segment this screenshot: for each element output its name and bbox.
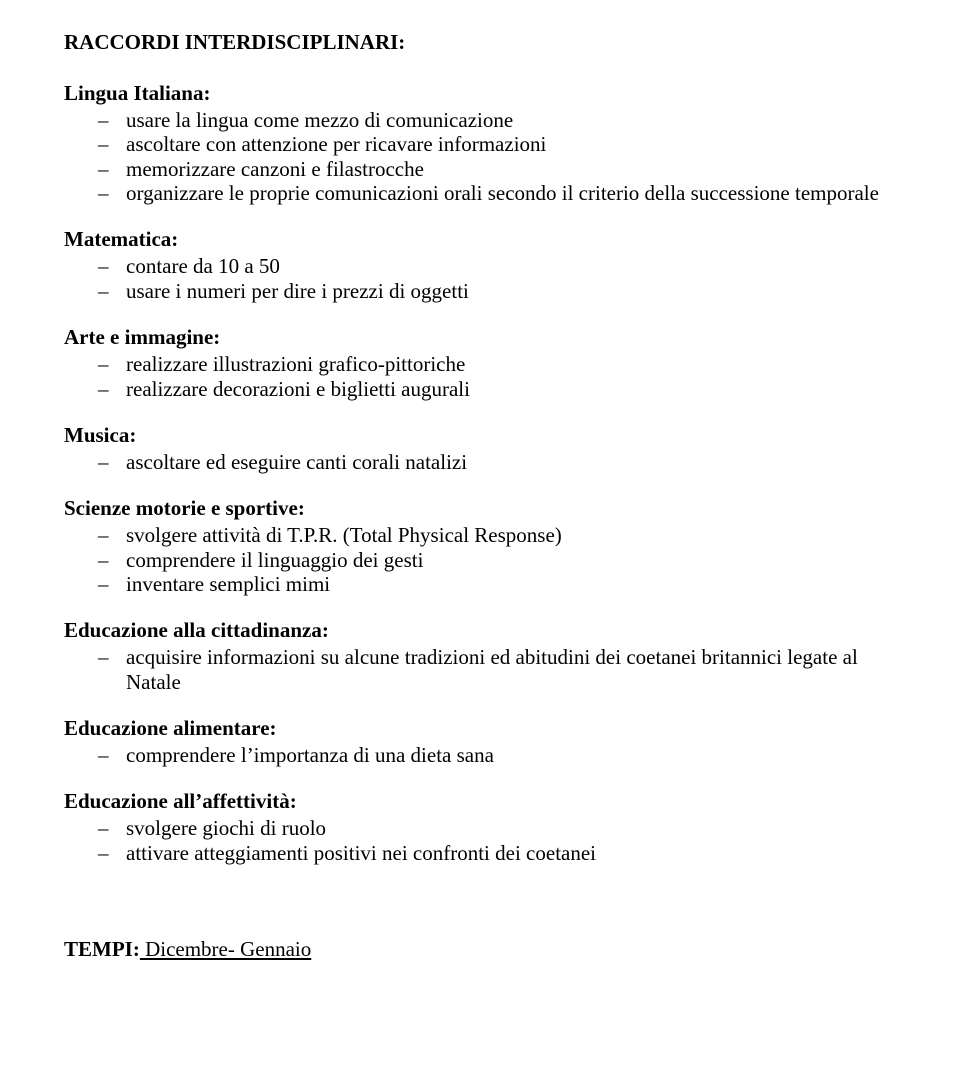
section-heading: Matematica: [64, 227, 896, 252]
list-item: contare da 10 a 50 [126, 254, 896, 278]
section-list: comprendere l’importanza di una dieta sa… [64, 743, 896, 767]
section-educazione-alimentare: Educazione alimentare: comprendere l’imp… [64, 716, 896, 767]
tempi-row: TEMPI: Dicembre- Gennaio [64, 937, 896, 962]
list-item: svolgere attività di T.P.R. (Total Physi… [126, 523, 896, 547]
list-item: realizzare decorazioni e biglietti augur… [126, 377, 896, 401]
section-educazione-affettivita: Educazione all’affettività: svolgere gio… [64, 789, 896, 865]
list-item: comprendere il linguaggio dei gesti [126, 548, 896, 572]
section-arte-immagine: Arte e immagine: realizzare illustrazion… [64, 325, 896, 401]
section-heading: Musica: [64, 423, 896, 448]
list-item: attivare atteggiamenti positivi nei conf… [126, 841, 896, 865]
section-heading: Educazione all’affettività: [64, 789, 896, 814]
list-item: acquisire informazioni su alcune tradizi… [126, 645, 896, 694]
list-item: inventare semplici mimi [126, 572, 896, 596]
list-item: memorizzare canzoni e filastrocche [126, 157, 896, 181]
section-list: contare da 10 a 50 usare i numeri per di… [64, 254, 896, 303]
section-scienze-motorie: Scienze motorie e sportive: svolgere att… [64, 496, 896, 596]
section-heading: Educazione alla cittadinanza: [64, 618, 896, 643]
list-item: usare i numeri per dire i prezzi di ogge… [126, 279, 896, 303]
section-heading: Scienze motorie e sportive: [64, 496, 896, 521]
section-list: acquisire informazioni su alcune tradizi… [64, 645, 896, 694]
section-educazione-cittadinanza: Educazione alla cittadinanza: acquisire … [64, 618, 896, 694]
section-musica: Musica: ascoltare ed eseguire canti cora… [64, 423, 896, 474]
tempi-label: TEMPI: [64, 937, 140, 961]
list-item: ascoltare ed eseguire canti corali natal… [126, 450, 896, 474]
list-item: comprendere l’importanza di una dieta sa… [126, 743, 896, 767]
list-item: realizzare illustrazioni grafico-pittori… [126, 352, 896, 376]
section-lingua-italiana: Lingua Italiana: usare la lingua come me… [64, 81, 896, 205]
section-list: realizzare illustrazioni grafico-pittori… [64, 352, 896, 401]
list-item: ascoltare con attenzione per ricavare in… [126, 132, 896, 156]
section-list: usare la lingua come mezzo di comunicazi… [64, 108, 896, 205]
tempi-value: Dicembre- Gennaio [140, 937, 311, 961]
section-list: ascoltare ed eseguire canti corali natal… [64, 450, 896, 474]
page-title: RACCORDI INTERDISCIPLINARI: [64, 30, 896, 55]
section-list: svolgere giochi di ruolo attivare attegg… [64, 816, 896, 865]
section-heading: Lingua Italiana: [64, 81, 896, 106]
section-heading: Educazione alimentare: [64, 716, 896, 741]
list-item: organizzare le proprie comunicazioni ora… [126, 181, 896, 205]
list-item: svolgere giochi di ruolo [126, 816, 896, 840]
list-item: usare la lingua come mezzo di comunicazi… [126, 108, 896, 132]
section-matematica: Matematica: contare da 10 a 50 usare i n… [64, 227, 896, 303]
document-page: RACCORDI INTERDISCIPLINARI: Lingua Itali… [0, 0, 960, 1002]
section-list: svolgere attività di T.P.R. (Total Physi… [64, 523, 896, 596]
section-heading: Arte e immagine: [64, 325, 896, 350]
